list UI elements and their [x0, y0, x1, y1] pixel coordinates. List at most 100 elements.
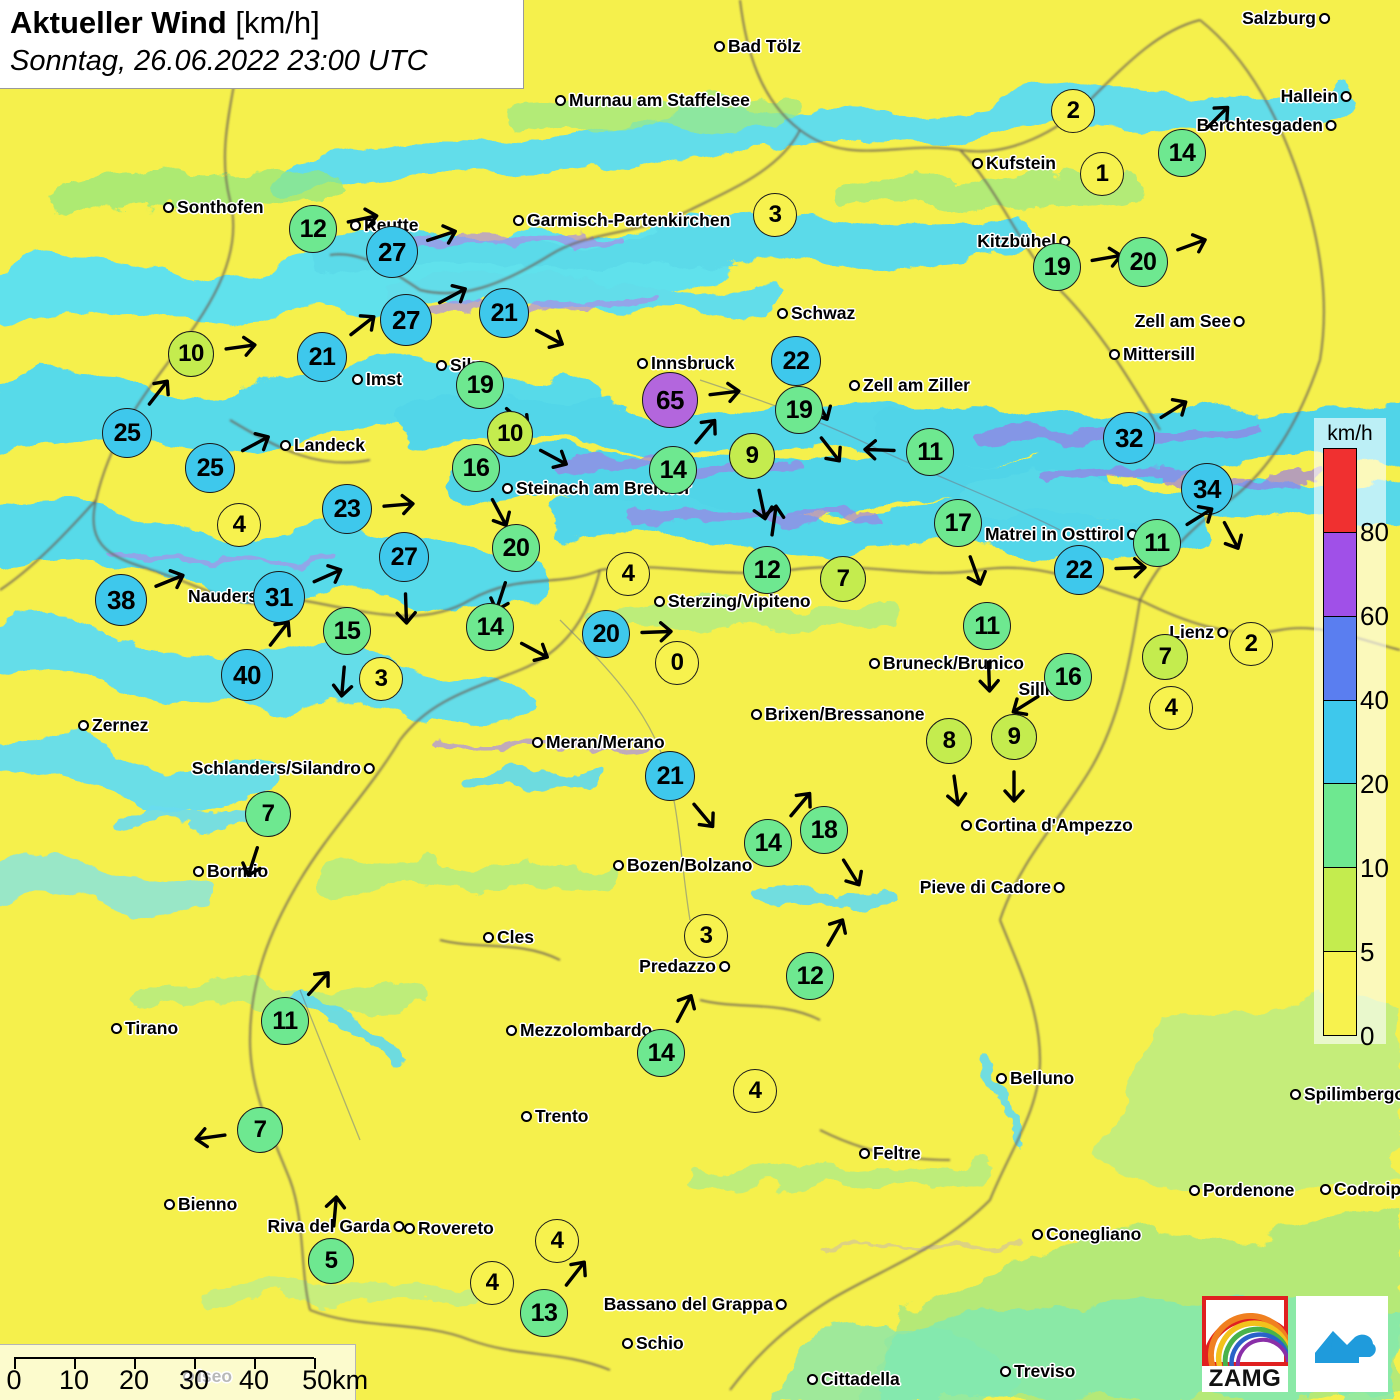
- scale-label: 0: [6, 1365, 22, 1395]
- wind-speed-badge[interactable]: 0: [655, 641, 699, 685]
- wind-speed-badge[interactable]: 20: [492, 524, 540, 572]
- wind-speed-badge[interactable]: 3: [359, 657, 403, 701]
- mountain-cloud-logo[interactable]: [1296, 1296, 1388, 1392]
- legend-band: [1324, 616, 1356, 701]
- legend-tick: 60: [1360, 601, 1389, 631]
- wind-speed-badge[interactable]: 16: [452, 444, 500, 492]
- zamg-logo[interactable]: ZAMG: [1202, 1296, 1288, 1392]
- wind-speed-badge[interactable]: 14: [466, 603, 514, 651]
- wind-speed-badge[interactable]: 34: [1181, 463, 1233, 515]
- wind-speed-badge[interactable]: 14: [1158, 129, 1206, 177]
- wind-speed-badge[interactable]: 11: [1133, 519, 1181, 567]
- scale-tick: [74, 1358, 77, 1369]
- wind-speed-badge[interactable]: 16: [1044, 653, 1092, 701]
- wind-speed-badge[interactable]: 40: [221, 649, 273, 701]
- scale-bar: 0 10 20 30 40 50km: [0, 1344, 368, 1400]
- wind-speed-badge[interactable]: 14: [744, 819, 792, 867]
- scale-bar-labels: 0 10 20 30 40 50km: [0, 1365, 368, 1399]
- wind-speed-badge[interactable]: 20: [582, 610, 630, 658]
- scale-tick: [314, 1358, 317, 1369]
- wind-speed-badge[interactable]: 12: [743, 546, 791, 594]
- logo-group: ZAMG: [1202, 1296, 1388, 1392]
- wind-speed-badge[interactable]: 4: [1149, 686, 1193, 730]
- legend-band: [1324, 532, 1356, 617]
- wind-speed-badge[interactable]: 27: [380, 294, 432, 346]
- wind-speed-badge[interactable]: 23: [322, 484, 372, 534]
- wind-speed-badge[interactable]: 19: [775, 386, 823, 434]
- legend-tick: 10: [1360, 853, 1389, 883]
- wind-speed-badge[interactable]: 9: [729, 433, 775, 479]
- scale-tick: [194, 1358, 197, 1369]
- wind-speed-badge[interactable]: 4: [470, 1261, 514, 1305]
- wind-speed-badge[interactable]: 21: [645, 751, 695, 801]
- wind-speed-badge[interactable]: 15: [323, 607, 371, 655]
- map-title-box: Aktueller Wind [km/h] Sonntag, 26.06.202…: [0, 0, 524, 89]
- wind-speed-badge[interactable]: 14: [649, 446, 697, 494]
- wind-speed-badge[interactable]: 14: [637, 1029, 685, 1077]
- wind-speed-badge[interactable]: 19: [1033, 243, 1081, 291]
- wind-speed-badge[interactable]: 22: [771, 336, 821, 386]
- wind-speed-badge[interactable]: 11: [963, 602, 1011, 650]
- wind-speed-badge[interactable]: 7: [820, 556, 866, 602]
- scale-tick: [254, 1358, 257, 1369]
- legend-tick: 0: [1360, 1021, 1375, 1051]
- wind-speed-badge[interactable]: 18: [800, 806, 848, 854]
- wind-speed-badge[interactable]: 10: [168, 331, 214, 377]
- legend-bar-wrapper: 80 60 40 20 10 5 0: [1316, 448, 1389, 1049]
- wind-speed-badge[interactable]: 25: [102, 408, 152, 458]
- mountain-cloud-icon: [1315, 1331, 1376, 1363]
- legend-unit-label: km/h: [1327, 422, 1373, 445]
- wind-speed-badge[interactable]: 5: [308, 1238, 354, 1284]
- wind-speed-badge[interactable]: 13: [520, 1289, 568, 1337]
- wind-speed-badge[interactable]: 17: [934, 499, 982, 547]
- wind-speed-badge[interactable]: 19: [456, 361, 504, 409]
- wind-speed-badge[interactable]: 12: [786, 952, 834, 1000]
- title-timestamp: Sonntag, 26.06.2022 23:00 UTC: [10, 45, 428, 77]
- wind-speed-badge[interactable]: 20: [1118, 237, 1168, 287]
- wind-speed-badge[interactable]: 32: [1103, 412, 1155, 464]
- wind-speed-badge[interactable]: 4: [606, 552, 650, 596]
- wind-speed-badge[interactable]: 27: [366, 226, 418, 278]
- wind-speed-badge[interactable]: 22: [1054, 545, 1104, 595]
- wind-speed-badge[interactable]: 11: [906, 428, 954, 476]
- wind-speed-badge[interactable]: 4: [535, 1219, 579, 1263]
- wind-speed-badge[interactable]: 38: [95, 574, 147, 626]
- wind-speed-badge[interactable]: 21: [479, 288, 529, 338]
- wind-speed-badge[interactable]: 2: [1051, 89, 1095, 133]
- zamg-logo-text: ZAMG: [1208, 1365, 1282, 1392]
- legend-band: [1324, 952, 1356, 1036]
- wind-speed-badge[interactable]: 7: [237, 1107, 283, 1153]
- wind-speed-badge[interactable]: 21: [297, 332, 347, 382]
- wind-speed-badge[interactable]: 3: [684, 914, 728, 958]
- wind-speed-badge[interactable]: 1: [1080, 152, 1124, 196]
- legend-tick: 20: [1360, 769, 1389, 799]
- wind-speed-badge[interactable]: 9: [991, 714, 1037, 760]
- color-legend: km/h 80 60 40 20 10 5 0: [1314, 418, 1389, 1049]
- legend-band: [1324, 868, 1356, 953]
- wind-speed-badge[interactable]: 10: [487, 411, 533, 457]
- wind-speed-badge[interactable]: 27: [379, 532, 429, 582]
- wind-speed-badge[interactable]: 4: [733, 1069, 777, 1113]
- page-title: Aktueller Wind [km/h]: [10, 4, 513, 42]
- title-unit: [km/h]: [235, 5, 320, 40]
- title-main: Aktueller Wind: [10, 5, 227, 40]
- wind-speed-badge[interactable]: 2: [1229, 622, 1273, 666]
- wind-speed-badge[interactable]: 25: [185, 443, 235, 493]
- scale-label: 50km: [302, 1365, 369, 1395]
- wind-speed-badge[interactable]: 4: [217, 503, 261, 547]
- wind-speed-badge[interactable]: 65: [642, 372, 698, 428]
- legend-tick: 80: [1360, 517, 1389, 547]
- scale-tick: [14, 1358, 17, 1369]
- wind-speed-badge[interactable]: 8: [926, 718, 972, 764]
- wind-speed-badge[interactable]: 31: [253, 571, 305, 623]
- legend-color-bar: [1323, 448, 1357, 1036]
- scale-bar-line: [14, 1357, 317, 1369]
- wind-speed-badge[interactable]: 7: [1142, 634, 1188, 680]
- legend-tick: 40: [1360, 685, 1389, 715]
- wind-speed-badge[interactable]: 3: [753, 193, 797, 237]
- legend-band: [1324, 700, 1356, 785]
- wind-speed-badge[interactable]: 11: [261, 997, 309, 1045]
- wind-speed-badge[interactable]: 7: [245, 791, 291, 837]
- wind-speed-badge[interactable]: 12: [289, 205, 337, 253]
